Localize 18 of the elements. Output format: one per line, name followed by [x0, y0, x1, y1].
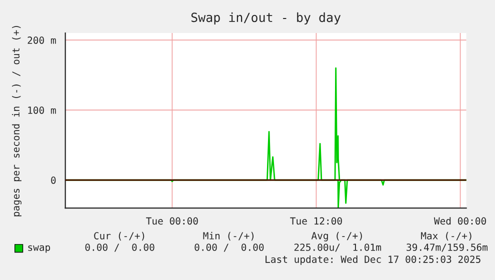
y-tick-label: 200 m [28, 36, 56, 44]
x-tick-label: Tue 00:00 [146, 217, 198, 225]
x-tick-label: Tue 12:00 [290, 217, 342, 225]
text: Max (-/+) [421, 232, 472, 241]
text: 225.00u/ 1.01m [294, 244, 382, 252]
x-tick-label: Wed 00:00 [434, 217, 486, 225]
legend-label: swap [28, 245, 50, 253]
y-tick-label: 100 m [28, 106, 56, 114]
chart-title: Swap in/out - by day [191, 12, 341, 25]
y-tick-label: 0 [51, 176, 56, 184]
text: Avg (-/+) [311, 232, 362, 242]
text: 0.00 / 0.00 [85, 244, 154, 252]
text: 0.00 / 0.00 [194, 244, 264, 252]
text: Cur (-/+) [94, 232, 144, 241]
text: Min (-/+) [203, 232, 254, 241]
y-axis-title: pages per second in (-) / out (+) [12, 26, 22, 216]
text: 39.47m/159.56m [406, 244, 488, 252]
text: Last update: Wed Dec 17 00:25:03 2025 [266, 255, 480, 265]
